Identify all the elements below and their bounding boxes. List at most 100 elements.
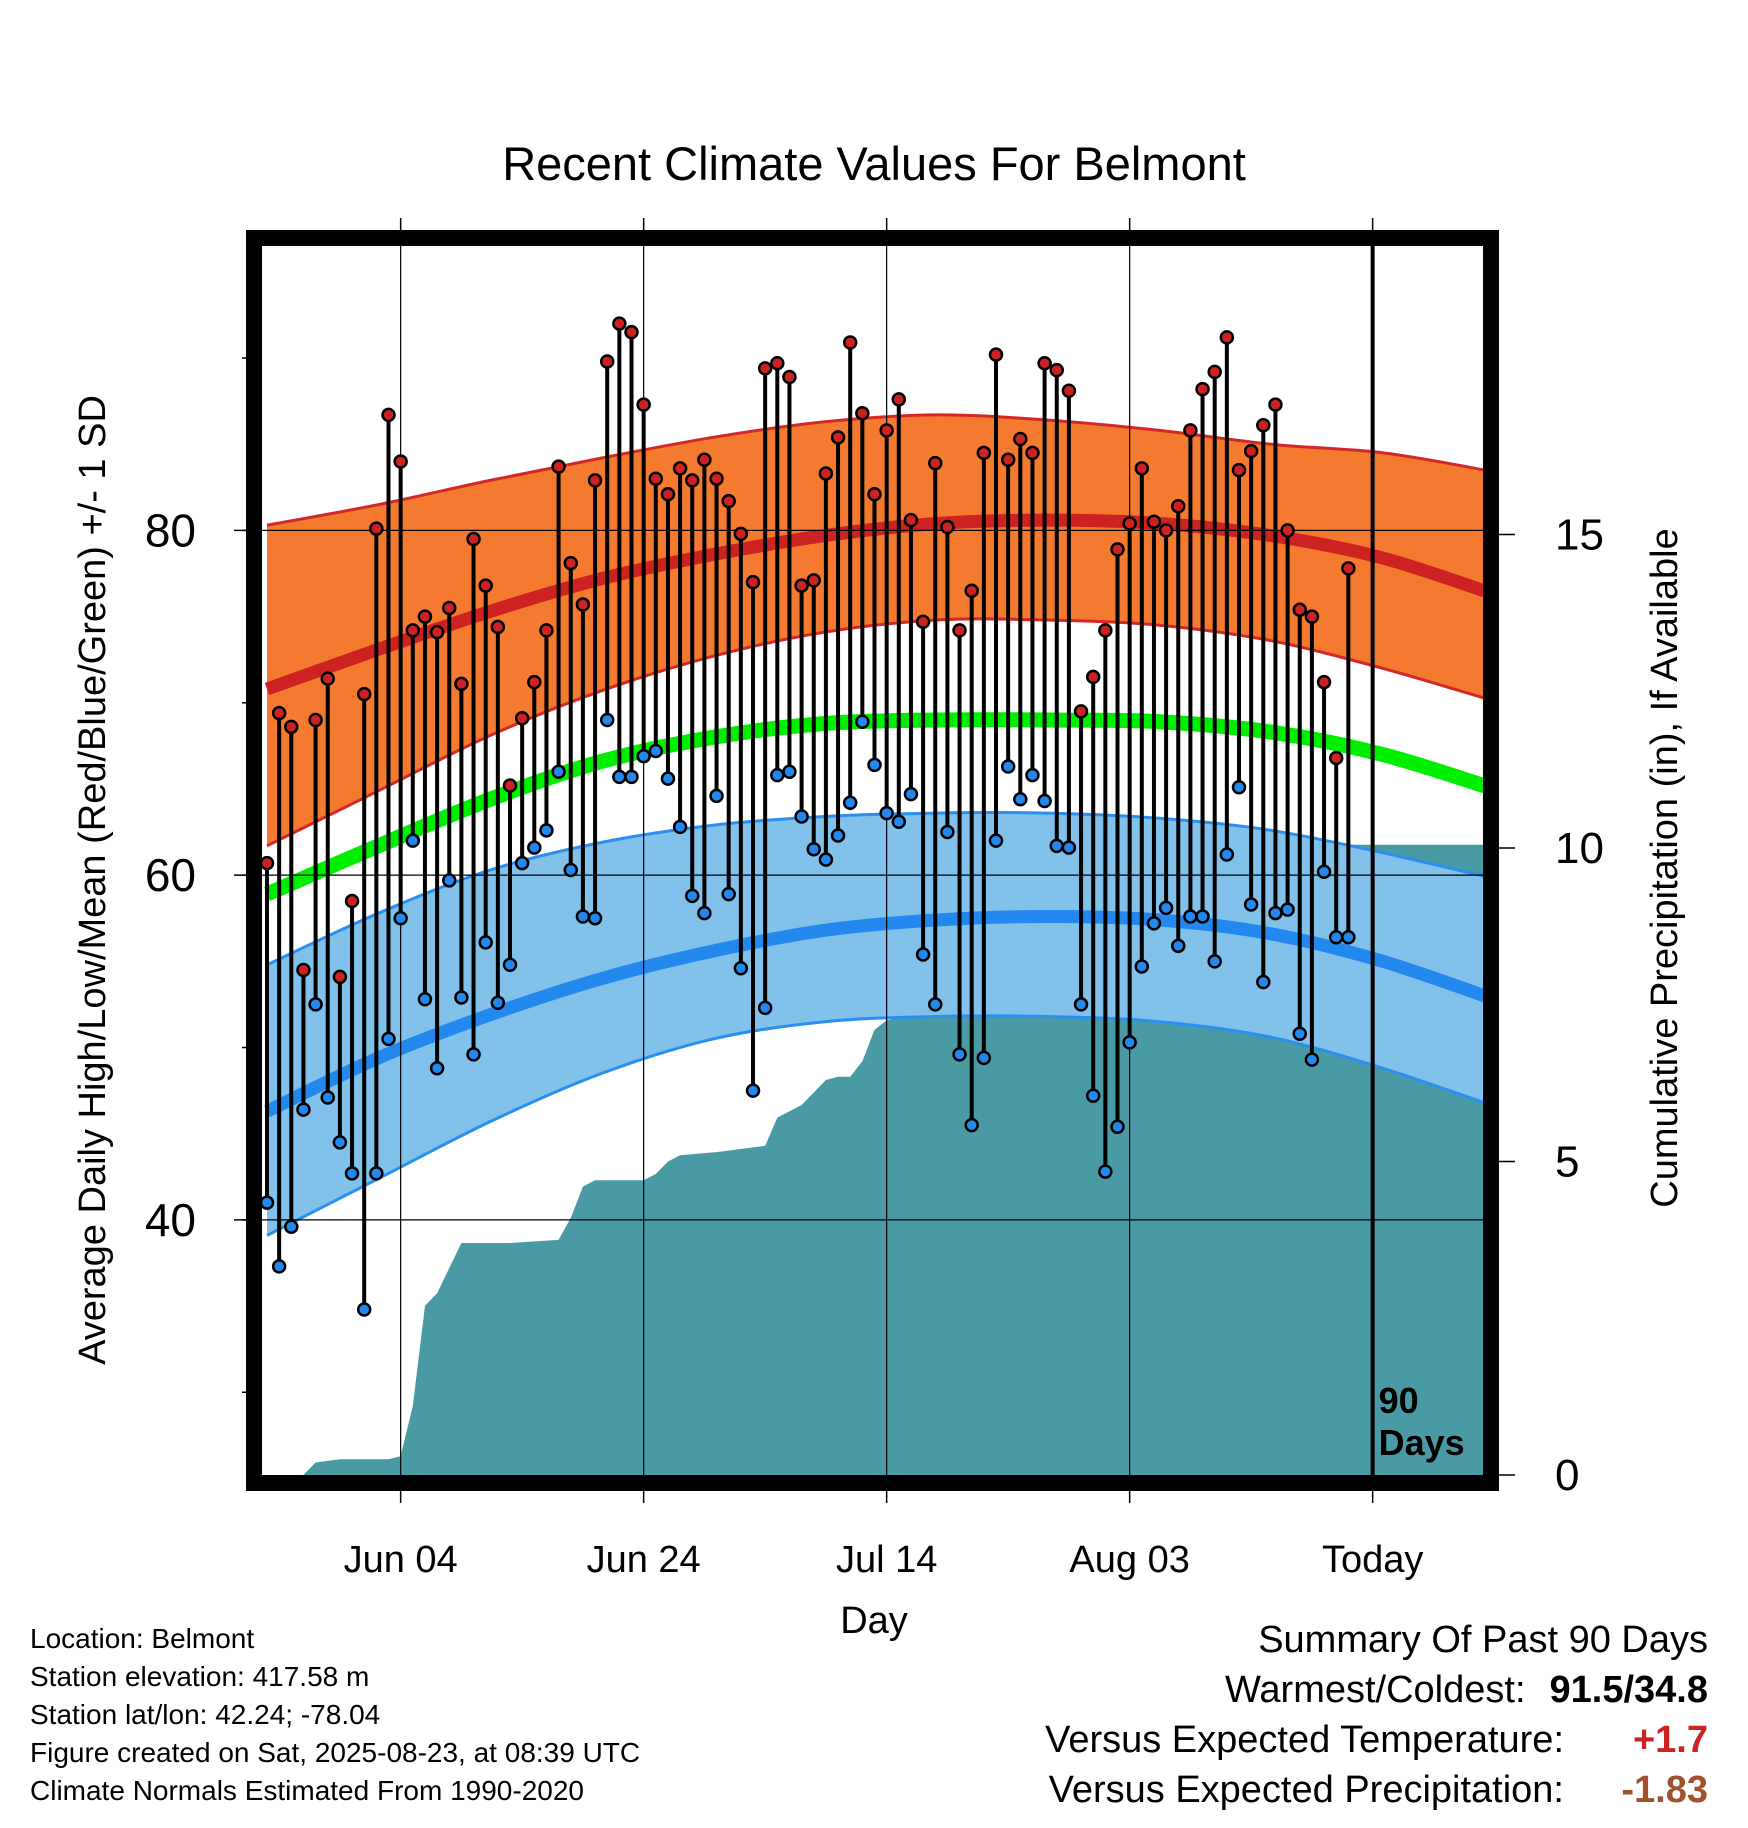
warmest-coldest-label: Warmest/Coldest: [1224,1669,1526,1711]
low-point [1085,1088,1101,1104]
chart-title: Recent Climate Values For Belmont [502,137,1246,190]
high-point [1268,397,1283,412]
high-point [988,347,1004,362]
high-point [1219,330,1235,345]
low-point [612,769,627,785]
summary-heading: Summary Of Past 90 Days [1258,1619,1708,1661]
high-point [770,355,785,371]
high-point [660,486,676,502]
low-point [697,905,712,921]
y-axis-label-left: Average Daily High/Low/Mean (Red/Blue/Gr… [72,395,114,1365]
x-tick-label: Jul 14 [836,1539,937,1581]
low-point [1304,1052,1320,1067]
high-point [915,614,931,630]
low-point [1013,792,1028,807]
low-point [660,771,676,786]
high-point [612,316,627,331]
high-point [757,361,773,376]
high-point [685,473,700,488]
low-point [259,1195,275,1210]
high-point [794,578,809,593]
high-point [1037,355,1052,371]
high-point [1013,431,1028,447]
temp-anomaly-row: Versus Expected Temperature: +1.7 [1045,1715,1708,1765]
low-point [381,1031,396,1047]
low-point [1256,974,1271,990]
plot-area: 90 Days [259,246,1497,1475]
low-point [976,1050,992,1066]
high-sd-upper-line [266,413,1495,527]
high-point [356,686,372,702]
high-point [442,600,457,616]
low-point [429,1060,445,1076]
high-point [381,407,396,423]
high-point [1171,499,1186,514]
low-point [1195,909,1210,924]
high-sd-lower-line [266,617,1495,848]
high-point [782,369,797,385]
low-point [344,1166,360,1181]
high-point [429,624,445,640]
high-point [417,609,433,624]
high-point [1073,704,1089,719]
high-point [867,486,882,502]
low-point [575,909,591,924]
high-point [1158,523,1174,538]
low-point [867,757,882,773]
high-normal-line [264,513,1497,696]
high-point [1328,750,1344,766]
low-point [466,1047,481,1062]
high-point [502,778,518,793]
high-point [697,452,712,467]
high-point [648,471,664,486]
latlon-text: Station lat/lon: 42.24; -78.04 [30,1699,381,1730]
low-point [320,1090,335,1105]
precip-tick-label: 10 [1555,824,1604,873]
low-point [770,767,785,783]
low-point [1037,793,1052,809]
low-point [478,935,493,950]
high-point [1207,364,1222,380]
plot-frame [246,230,1499,1491]
low-point [1049,838,1064,854]
high-point [466,531,481,547]
high-point [393,454,408,469]
low-point [952,1047,967,1062]
high-point [271,705,287,721]
x-tick-label: Jun 04 [344,1539,458,1581]
low-point [442,873,457,888]
high-point [721,493,736,509]
low-point [733,960,749,976]
x-tick-label: Jun 24 [587,1539,701,1581]
precip-anomaly-label: Versus Expected Precipitation: [1048,1769,1564,1811]
low-point [356,1302,372,1317]
low-point [624,769,639,785]
low-point [1098,1164,1113,1179]
elevation-text: Station elevation: 417.58 m [30,1661,370,1692]
high-point [928,455,943,471]
high-point [1292,602,1307,617]
y-tick-label: 60 [145,849,196,901]
y-tick-label: 80 [145,504,196,556]
precip-tick-label: 0 [1555,1451,1579,1500]
high-point [1256,418,1271,433]
high-point [842,335,858,350]
warmest-coldest-value: 91.5/34.8 [1549,1669,1708,1711]
x-axis-label: Day [840,1600,908,1642]
high-point [1061,383,1077,399]
precip-tick-label: 5 [1555,1137,1579,1186]
low-point [928,997,943,1012]
low-point [454,990,469,1005]
high-point [636,397,651,412]
high-point [964,583,979,598]
high-point [733,526,749,542]
low-point [1292,1026,1307,1041]
high-point [855,405,870,421]
low-point [1110,1119,1125,1135]
low-point [1134,959,1150,974]
high-point [940,519,955,535]
low-point [794,809,809,824]
high-point [818,466,834,481]
low-point [842,795,858,811]
high-point [1025,445,1040,461]
